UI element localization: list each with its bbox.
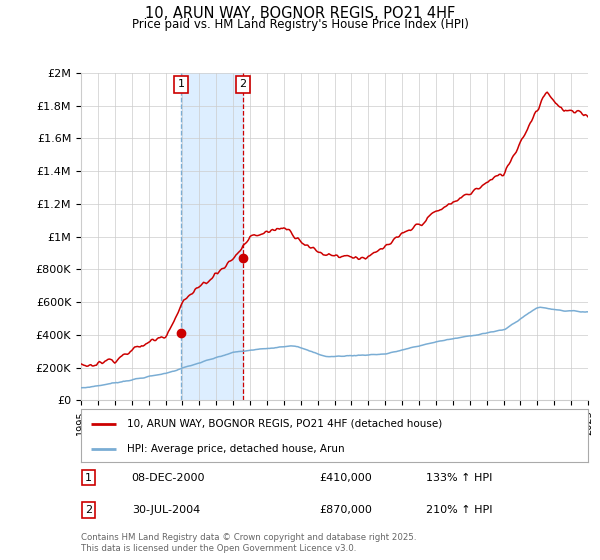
Text: 10, ARUN WAY, BOGNOR REGIS, PO21 4HF: 10, ARUN WAY, BOGNOR REGIS, PO21 4HF [145, 6, 455, 21]
Text: 2: 2 [239, 80, 247, 89]
Text: £870,000: £870,000 [319, 505, 372, 515]
Text: HPI: Average price, detached house, Arun: HPI: Average price, detached house, Arun [127, 444, 344, 454]
Text: 210% ↑ HPI: 210% ↑ HPI [426, 505, 492, 515]
Text: 1: 1 [85, 473, 92, 483]
Bar [181, 73, 243, 400]
Text: Price paid vs. HM Land Registry's House Price Index (HPI): Price paid vs. HM Land Registry's House … [131, 18, 469, 31]
Text: 30-JUL-2004: 30-JUL-2004 [132, 505, 200, 515]
Text: 08-DEC-2000: 08-DEC-2000 [132, 473, 205, 483]
Text: 10, ARUN WAY, BOGNOR REGIS, PO21 4HF (detached house): 10, ARUN WAY, BOGNOR REGIS, PO21 4HF (de… [127, 419, 442, 429]
Text: 133% ↑ HPI: 133% ↑ HPI [426, 473, 492, 483]
Text: 2: 2 [85, 505, 92, 515]
Text: 1: 1 [178, 80, 185, 89]
Text: Contains HM Land Registry data © Crown copyright and database right 2025.
This d: Contains HM Land Registry data © Crown c… [81, 533, 416, 553]
Text: £410,000: £410,000 [319, 473, 372, 483]
